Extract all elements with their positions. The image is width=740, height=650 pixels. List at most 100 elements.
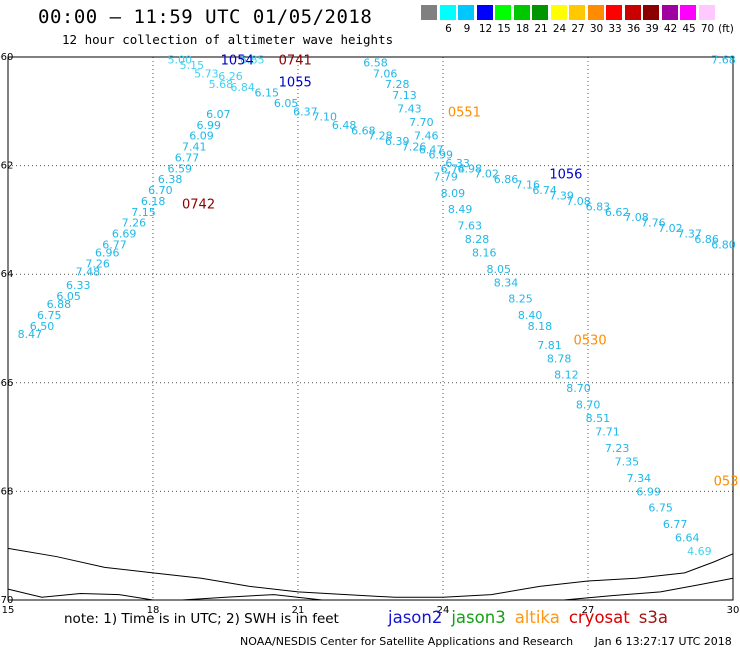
wave-height-value: 6.15 <box>255 86 280 99</box>
wave-height-value: 8.28 <box>465 233 490 246</box>
wave-height-value: 8.40 <box>518 309 543 322</box>
legend-label: 42 <box>663 23 678 35</box>
wave-height-value: 8.78 <box>547 352 572 365</box>
lat-tick-label: -68 <box>0 486 13 497</box>
pass-label: 1056 <box>549 168 582 183</box>
satellite-name: jason3 <box>451 608 506 627</box>
satellite-key: jason2 jason3 altika cryosat s3a <box>388 608 677 627</box>
footnote: note: 1) Time is in UTC; 2) SWH is in fe… <box>64 611 339 627</box>
legend-label: 27 <box>571 23 585 35</box>
legend-swatch <box>569 5 585 20</box>
wave-height-value: 7.15 <box>131 206 156 219</box>
lat-tick-label: -62 <box>0 161 13 172</box>
wave-height-value: 6.62 <box>605 206 630 219</box>
pass-label: 1055 <box>279 75 312 90</box>
legend-unit: (ft) <box>718 23 734 35</box>
map-grid <box>7 56 734 601</box>
wave-height-value: 6.75 <box>648 502 673 515</box>
legend-swatch <box>661 5 678 20</box>
wave-height-value: 6.70 <box>148 184 173 197</box>
legend-swatch <box>421 5 437 20</box>
wave-height-value: 6.77 <box>663 518 688 531</box>
map-frame <box>7 56 734 601</box>
wave-height-value: 6.83 <box>586 200 611 213</box>
lon-tick-label: 21 <box>292 605 305 616</box>
pass-label: 1054 <box>221 54 254 69</box>
wave-height-value: 5.68 <box>209 78 234 91</box>
wave-height-value: 6.64 <box>675 532 700 545</box>
legend-swatch <box>587 5 604 20</box>
pass-labels: 1054 0741 1055 0551 1056 0742 0530 053 <box>182 54 738 490</box>
legend-label: 30 <box>589 23 604 35</box>
wave-height-value: 7.02 <box>474 168 499 181</box>
pass-label: 0741 <box>279 54 312 69</box>
wave-height-value: 7.34 <box>627 472 652 485</box>
wave-height-value: 7.48 <box>76 265 101 278</box>
wave-height-value: 7.76 <box>641 217 666 230</box>
wave-height-value: 8.51 <box>586 412 611 425</box>
legend-swatch <box>680 5 696 20</box>
wave-height-value: 8.25 <box>508 293 533 306</box>
credit-line: NOAA/NESDIS Center for Satellite Applica… <box>240 635 740 648</box>
lon-tick-label: 27 <box>582 605 595 616</box>
wave-height-value: 6.33 <box>445 157 470 170</box>
coastline-segment <box>7 547 734 598</box>
wave-height-value: 6.84 <box>230 81 255 94</box>
wave-height-value: 7.35 <box>615 456 640 469</box>
legend-label: 18 <box>515 23 530 35</box>
wave-height-value: 6.99 <box>636 485 661 498</box>
legend-label: 15 <box>497 23 511 35</box>
legend-label: 33 <box>608 23 622 35</box>
wave-height-value: 8.70 <box>566 382 591 395</box>
wave-height-value: 6.09 <box>189 130 214 143</box>
legend-swatch <box>476 5 493 20</box>
wave-height-value: 7.06 <box>373 67 398 80</box>
wave-height-value: 8.16 <box>472 246 497 259</box>
coastline <box>7 547 734 601</box>
lat-tick-label: -60 <box>0 52 13 63</box>
legend-label: 24 <box>552 23 567 35</box>
legend-swatch <box>495 5 511 20</box>
wave-height-value: 5.00 <box>168 54 193 67</box>
wave-height-value: 7.28 <box>385 78 410 91</box>
coastline-segment <box>563 577 734 601</box>
axis-ticks: 15 18 21 24 27 30 -60 -62 -64 -66 -68 -70 <box>0 52 739 616</box>
lon-tick-label: 24 <box>437 605 450 616</box>
legend-swatch <box>698 5 715 20</box>
wave-height-value: 7.26 <box>85 257 110 270</box>
wave-height-value: 8.47 <box>18 328 42 341</box>
satellite-name: altika <box>514 608 560 627</box>
lon-tick-label: 30 <box>727 605 740 616</box>
wave-height-value: 6.80 <box>711 238 736 251</box>
wave-height-value: 7.23 <box>605 442 630 455</box>
legend-label: 70 <box>700 23 715 35</box>
wave-height-value: 7.13 <box>392 89 417 102</box>
wave-height-value: 6.85 <box>240 54 265 67</box>
wave-height-value: 6.47 <box>419 143 444 156</box>
legend-label: 45 <box>682 23 696 35</box>
wave-height-value: 6.77 <box>102 238 127 251</box>
wave-height-value: 6.69 <box>112 227 136 240</box>
wave-height-value: 7.26 <box>122 217 147 230</box>
wave-height-value: 6.99 <box>197 119 222 132</box>
wave-height-value: 6.99 <box>429 149 454 162</box>
wave-height-value: 6.38 <box>158 173 183 186</box>
wave-height-value: 7.68 <box>711 54 736 67</box>
wave-height-value: 6.86 <box>694 233 719 246</box>
wave-height-value: 7.02 <box>658 222 683 235</box>
legend-label: 12 <box>478 23 493 35</box>
wave-height-value: 8.49 <box>448 203 473 216</box>
legend-label: 36 <box>626 23 641 35</box>
wave-height-value: 8.12 <box>554 369 579 382</box>
wave-height-value: 7.37 <box>677 227 702 240</box>
satellite-name: cryosat <box>568 608 630 627</box>
wave-height-value: 6.86 <box>494 173 519 186</box>
agency-credit: NOAA/NESDIS Center for Satellite Applica… <box>240 635 574 648</box>
legend-swatch <box>458 5 474 20</box>
wave-height-value: 6.68 <box>351 124 376 137</box>
wave-height-labels: 8.476.506.756.886.056.337.487.266.966.77… <box>18 54 736 558</box>
wave-height-value: 6.74 <box>441 162 466 175</box>
wave-height-value: 6.75 <box>37 309 62 322</box>
lon-tick-label: 18 <box>147 605 160 616</box>
